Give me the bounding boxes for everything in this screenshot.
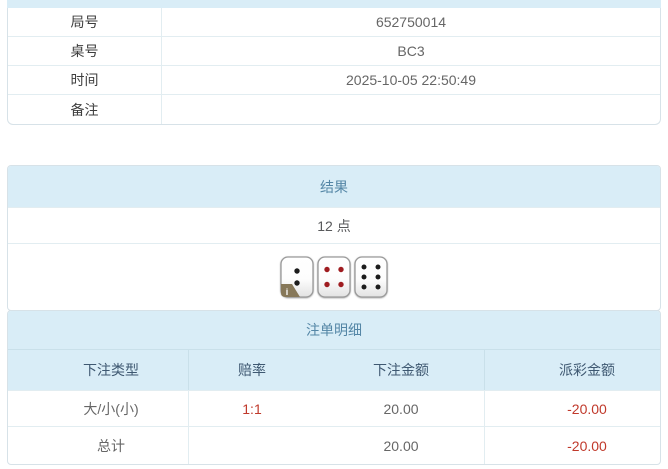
svg-text:i: i xyxy=(286,287,289,297)
